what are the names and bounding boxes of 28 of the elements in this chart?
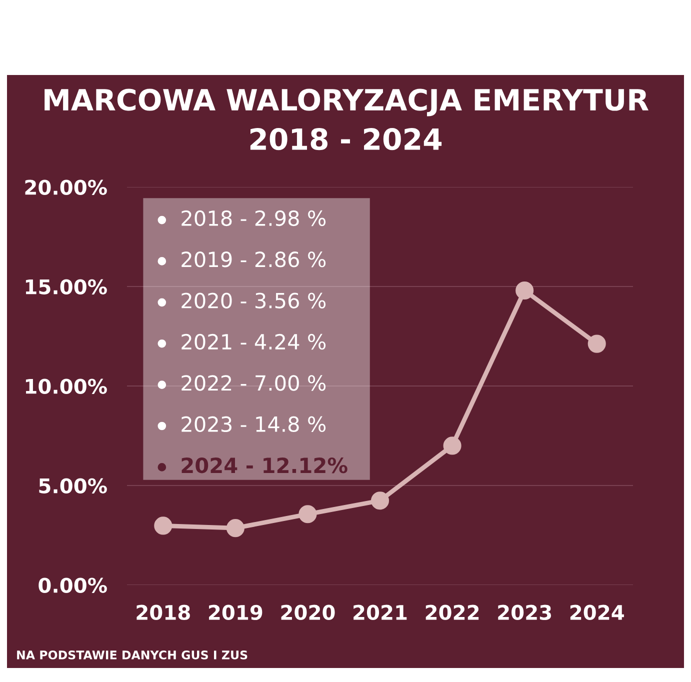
y-tick-label: 10.00% xyxy=(26,378,107,394)
y-tick-label: 0.00% xyxy=(38,578,107,593)
y-tick-label: 5.00% xyxy=(39,478,107,494)
annotation: 2020 - 3.56 % xyxy=(182,292,326,308)
annotation: 2021 - 4.24 % xyxy=(182,334,326,350)
point xyxy=(588,334,606,353)
annotation: 2023 - 14.8 % xyxy=(182,416,326,432)
point xyxy=(298,505,317,524)
x-tick-label: 2022 xyxy=(426,604,479,620)
annotation: 2019 - 2.86 % xyxy=(182,252,326,268)
x-tick-label: 2024 xyxy=(570,604,624,620)
annotation: 2024 - 12.12% xyxy=(182,457,348,474)
text: NA PODSTAWIE DANYCH GUS I ZUS xyxy=(17,650,248,660)
x-tick-label: 2019 xyxy=(208,604,262,620)
point xyxy=(370,492,390,510)
annotation: 2022 - 7.00 % xyxy=(182,375,326,391)
chart-title: MARCOWA WALORYZACJA EMERYTUR 2018 - 2024 xyxy=(44,88,648,150)
y-tick-label: 20.00% xyxy=(25,180,107,195)
x-tick-label: 2021 xyxy=(354,604,407,620)
point xyxy=(443,436,462,455)
annotation: 2018 - 2.98 % xyxy=(182,210,326,226)
point xyxy=(226,519,244,538)
x-tick-label: 2023 xyxy=(498,604,551,620)
y-tick-label: 15.00% xyxy=(26,279,107,294)
x-tick-label: 2020 xyxy=(281,604,335,620)
point xyxy=(154,516,172,535)
point xyxy=(516,281,534,300)
x-tick-label: 2018 xyxy=(136,604,190,620)
